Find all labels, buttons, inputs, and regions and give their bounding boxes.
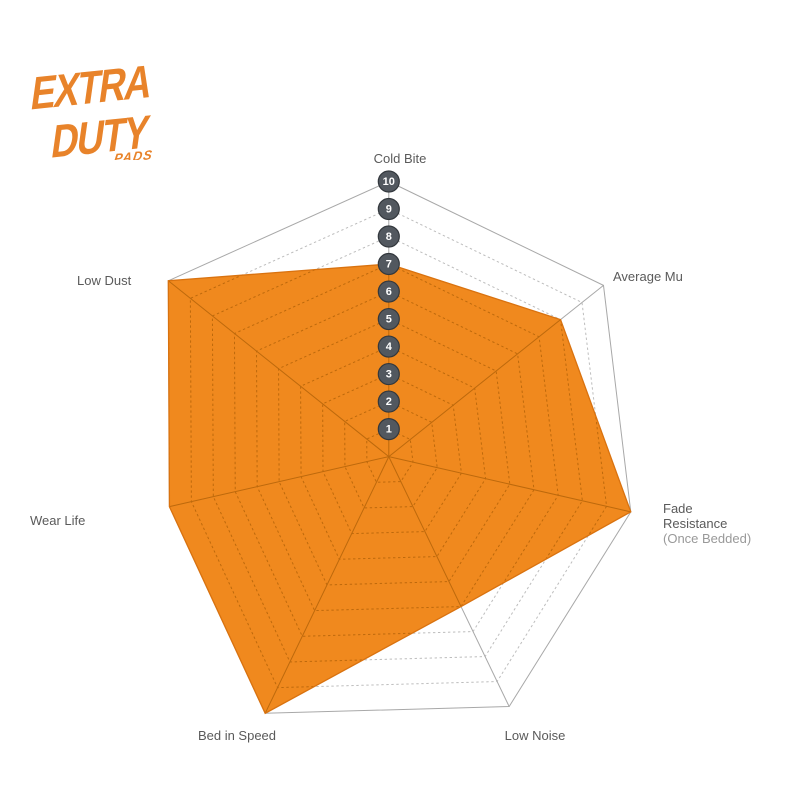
svg-text:3: 3: [386, 369, 392, 381]
svg-text:(Once Bedded): (Once Bedded): [663, 531, 751, 546]
svg-text:Wear Life: Wear Life: [30, 513, 85, 528]
svg-text:Average Mu: Average Mu: [613, 269, 683, 284]
svg-text:Fade: Fade: [663, 501, 693, 516]
svg-text:5: 5: [386, 314, 392, 326]
svg-text:Resistance: Resistance: [663, 516, 727, 531]
svg-text:2: 2: [386, 396, 392, 408]
svg-text:9: 9: [386, 204, 392, 216]
svg-text:8: 8: [386, 231, 392, 243]
svg-text:Low Dust: Low Dust: [77, 273, 132, 288]
svg-text:7: 7: [386, 259, 392, 271]
svg-text:4: 4: [386, 341, 393, 353]
svg-text:6: 6: [386, 286, 392, 298]
svg-text:Low Noise: Low Noise: [505, 728, 566, 743]
svg-text:1: 1: [386, 424, 392, 436]
svg-text:Cold Bite: Cold Bite: [374, 151, 427, 166]
svg-text:Bed in Speed: Bed in Speed: [198, 728, 276, 743]
svg-text:10: 10: [383, 176, 395, 188]
